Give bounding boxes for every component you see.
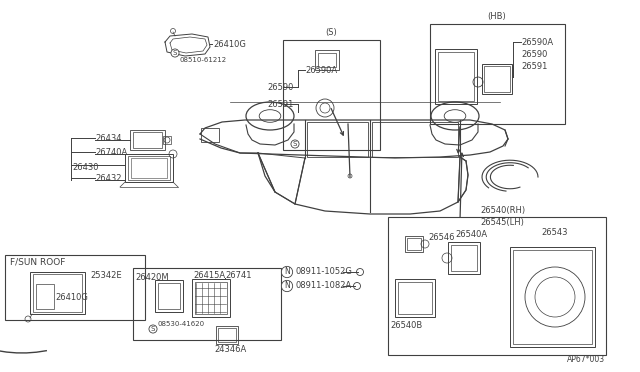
Text: 08911-1052G: 08911-1052G — [295, 267, 352, 276]
Text: 26590: 26590 — [521, 49, 547, 58]
Bar — [430, 24, 565, 124]
Text: S: S — [151, 326, 155, 332]
Text: 26543: 26543 — [541, 228, 568, 237]
Bar — [510, 247, 595, 347]
Bar — [513, 250, 592, 344]
Text: 26590A: 26590A — [521, 38, 553, 46]
Bar — [195, 282, 227, 314]
Text: 26415A: 26415A — [193, 272, 225, 280]
Text: 26540(RH): 26540(RH) — [480, 205, 525, 215]
Bar — [218, 328, 236, 342]
Bar — [407, 238, 421, 250]
Bar — [435, 49, 477, 104]
Text: 26545(LH): 26545(LH) — [480, 218, 524, 227]
Text: 26420M: 26420M — [135, 273, 168, 282]
Text: 26546: 26546 — [428, 232, 454, 241]
Text: S: S — [173, 50, 177, 56]
Bar — [30, 272, 85, 314]
Text: 26540B: 26540B — [390, 321, 422, 330]
Bar — [438, 52, 474, 101]
Text: 26434: 26434 — [95, 134, 122, 142]
Bar — [201, 128, 219, 142]
Bar — [192, 279, 230, 317]
Text: S: S — [293, 141, 297, 147]
Bar — [451, 245, 477, 271]
Text: 08530-41620: 08530-41620 — [158, 321, 205, 327]
Bar — [448, 242, 480, 274]
Text: 25342E: 25342E — [90, 270, 122, 279]
Bar — [155, 280, 183, 312]
Bar — [482, 64, 512, 94]
Text: (HB): (HB) — [488, 12, 506, 21]
Bar — [133, 132, 162, 148]
Bar — [405, 236, 423, 252]
Text: 08510-61212: 08510-61212 — [180, 57, 227, 63]
Bar — [216, 326, 238, 344]
Bar — [484, 66, 510, 92]
Text: AP67*003: AP67*003 — [567, 356, 605, 365]
Bar — [131, 158, 167, 178]
Text: 26432: 26432 — [95, 173, 122, 183]
Bar — [398, 282, 432, 314]
Text: N: N — [284, 282, 290, 291]
Text: 26591: 26591 — [521, 61, 547, 71]
Bar — [5, 255, 145, 320]
Bar — [158, 283, 180, 309]
Bar — [395, 279, 435, 317]
Bar — [372, 122, 458, 157]
Bar — [128, 156, 170, 180]
Text: 26741: 26741 — [225, 272, 252, 280]
Text: F/SUN ROOF: F/SUN ROOF — [10, 257, 65, 266]
Text: 26410G: 26410G — [55, 292, 88, 301]
Bar — [315, 50, 339, 70]
Bar — [388, 217, 606, 355]
Bar — [318, 53, 336, 67]
Text: 24346A: 24346A — [214, 346, 246, 355]
Text: 08911-1082A: 08911-1082A — [295, 282, 351, 291]
Bar — [283, 40, 380, 150]
Bar — [125, 154, 173, 182]
Text: N: N — [284, 267, 290, 276]
Bar — [33, 274, 82, 312]
Bar — [133, 268, 281, 340]
Bar — [130, 130, 165, 150]
Text: 26590A: 26590A — [305, 65, 337, 74]
Bar — [163, 136, 171, 144]
Text: 26590: 26590 — [267, 83, 293, 92]
Bar — [36, 284, 54, 309]
Text: 26410G: 26410G — [213, 39, 246, 48]
Text: (S): (S) — [325, 28, 337, 37]
Text: 26430: 26430 — [72, 163, 99, 171]
Text: 26540A: 26540A — [455, 230, 487, 238]
Bar — [307, 122, 368, 157]
Text: 26740A: 26740A — [95, 148, 127, 157]
Text: 26591: 26591 — [267, 99, 293, 109]
